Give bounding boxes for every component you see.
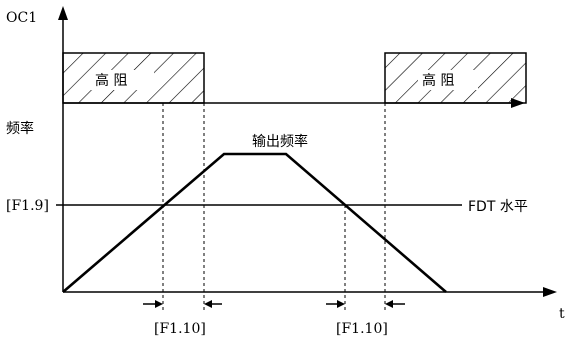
output-frequency-curve [63,154,446,292]
high-z-label-right: 高 阻 [422,72,454,89]
time-axis-arrow [543,287,557,297]
output-frequency-label: 输出频率 [252,133,308,150]
delay-arrowhead-left-in [155,300,163,308]
y-axis-arrow [58,6,68,20]
f19-label: [F1.9] [6,198,49,214]
time-axis-label: t [559,306,565,322]
f110-label-right: [F1.10] [336,321,388,337]
f110-label-left: [F1.10] [154,321,206,337]
delay-arrowhead-left-out [204,300,212,308]
delay-arrowhead-right-in [337,300,345,308]
frequency-axis-label: 频率 [6,120,34,137]
oc1-label: OC1 [6,10,37,26]
fdt-level-label: FDT 水平 [468,199,528,215]
high-z-label-left: 高 阻 [95,72,127,89]
delay-arrowhead-right-out [385,300,393,308]
